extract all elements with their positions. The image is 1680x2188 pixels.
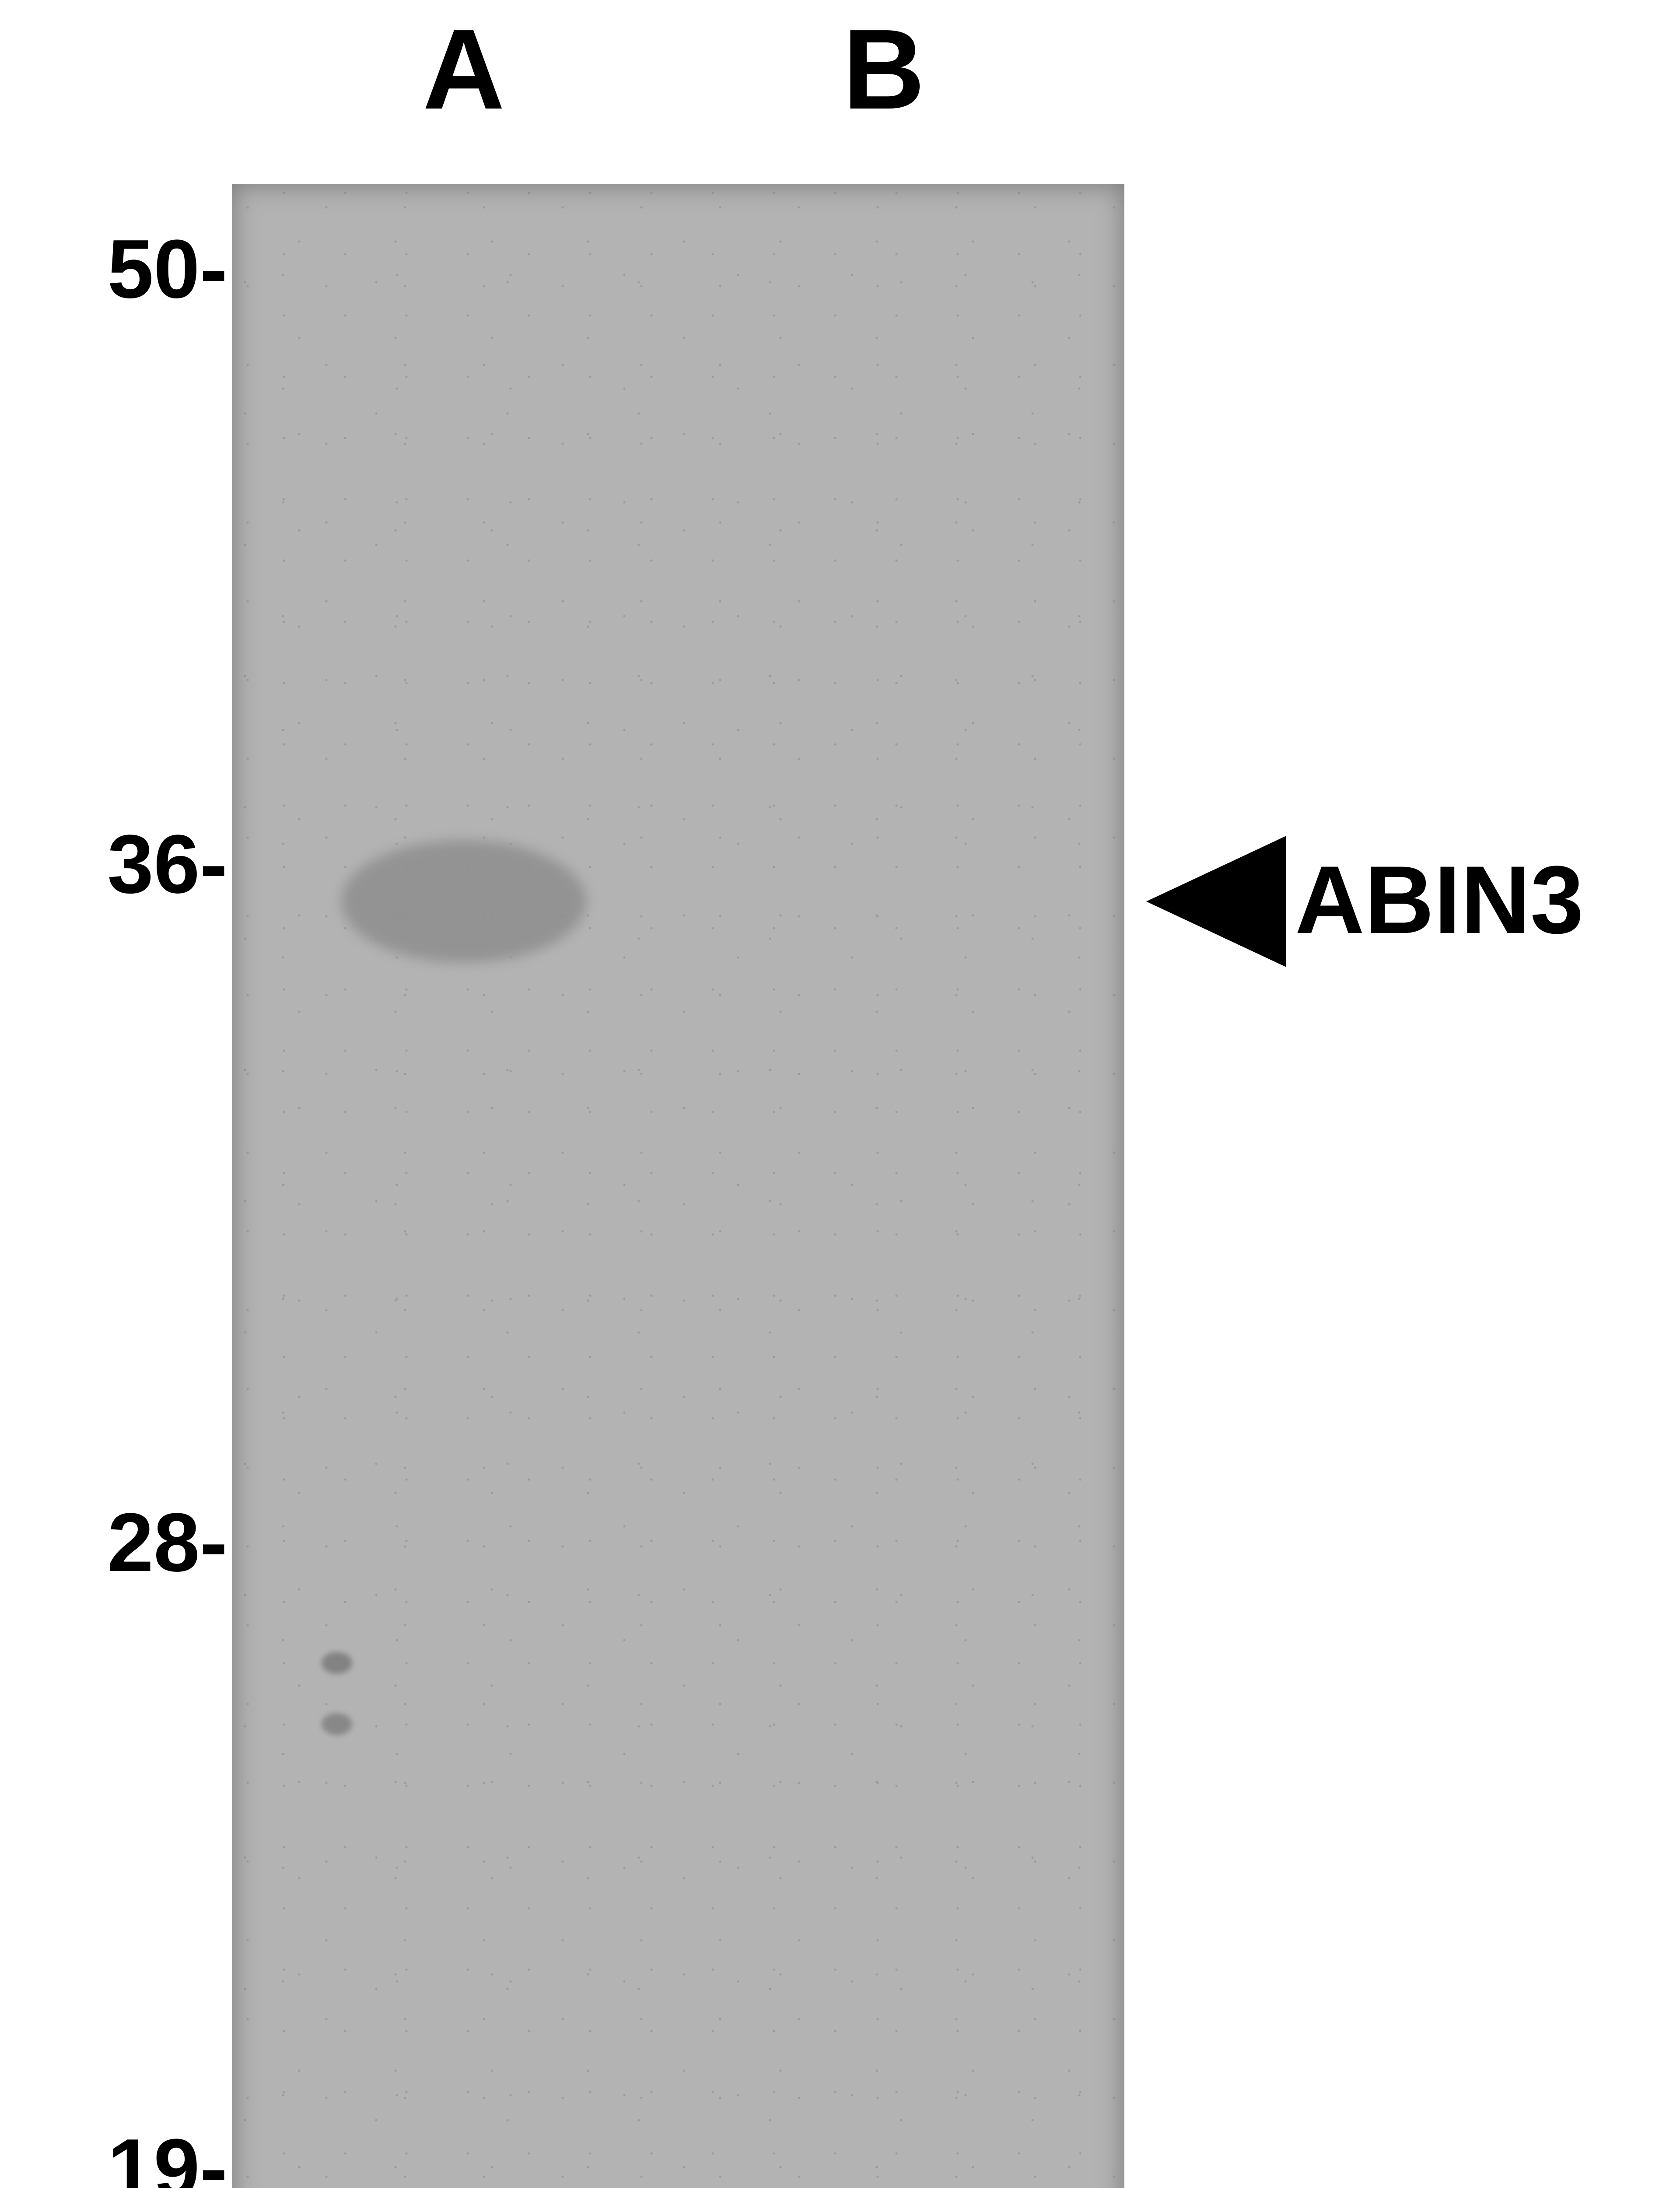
artifact-speck xyxy=(322,1713,352,1735)
artifact-speck xyxy=(322,1652,352,1674)
mw-marker-36: 36- xyxy=(0,817,228,912)
protein-label: ABIN3 xyxy=(1295,845,1584,955)
blot-membrane xyxy=(232,184,1124,2188)
figure-canvas: A B 50- 36- 28- 19- ABIN3 xyxy=(0,0,1680,2188)
protein-arrow-icon xyxy=(1146,836,1286,967)
lane-label-a: A xyxy=(376,4,551,135)
mw-marker-19: 19- xyxy=(0,2121,228,2188)
lane-label-b: B xyxy=(796,4,971,135)
mw-marker-28: 28- xyxy=(0,1495,228,1590)
mw-marker-50: 50- xyxy=(0,221,228,317)
band-lane-a xyxy=(341,840,586,963)
